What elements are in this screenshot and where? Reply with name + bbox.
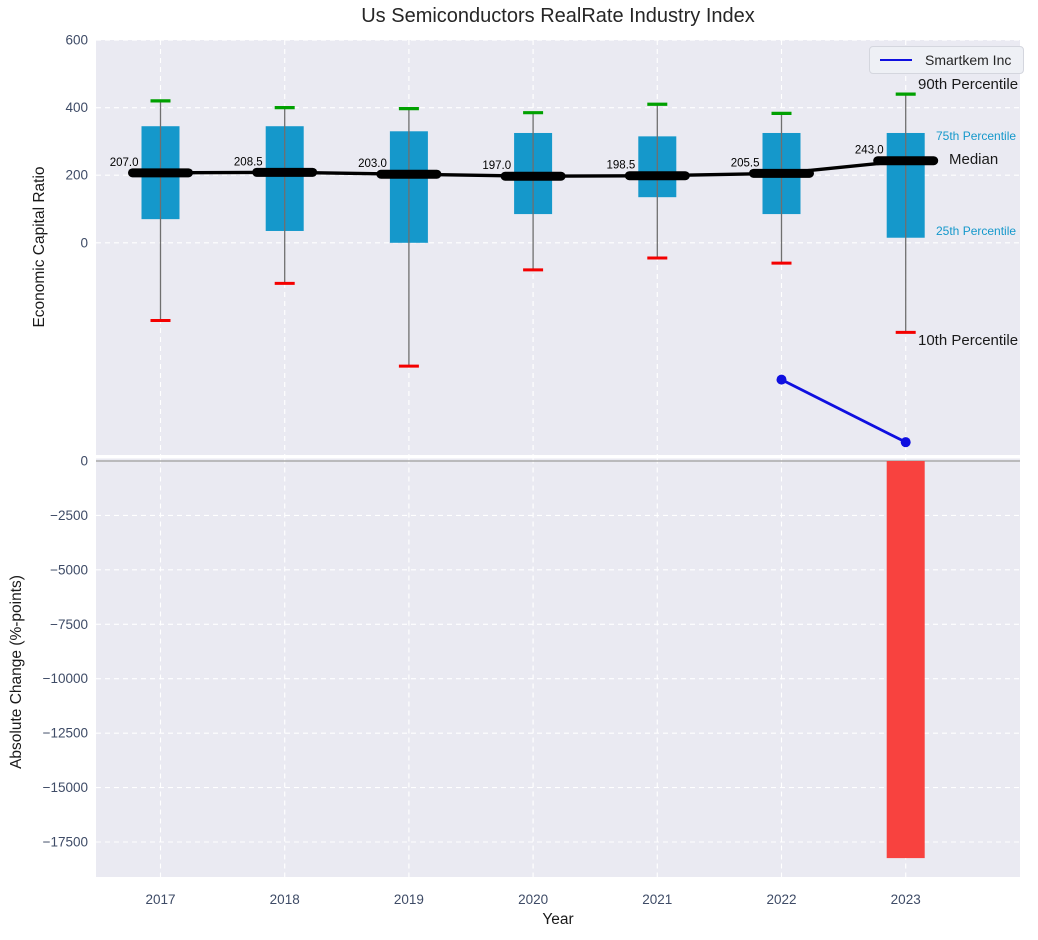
median-value-label: 205.5 bbox=[731, 157, 760, 169]
y-axis-label-top: Economic Capital Ratio bbox=[31, 166, 49, 327]
annotation-25th-percentile: 25th Percentile bbox=[936, 224, 1016, 238]
change-bar bbox=[887, 461, 925, 858]
y-tick-label-bottom: 0 bbox=[80, 454, 88, 469]
y-tick-label-bottom: −17500 bbox=[43, 834, 88, 849]
y-tick-label-top: 200 bbox=[65, 168, 88, 183]
legend-label: Smartkem Inc bbox=[925, 52, 1011, 68]
y-tick-label-top: 600 bbox=[65, 33, 88, 48]
x-tick-label: 2021 bbox=[642, 892, 672, 907]
y-tick-label-bottom: −10000 bbox=[43, 671, 88, 686]
y-tick-label-bottom: −7500 bbox=[50, 617, 88, 632]
y-tick-label-bottom: −2500 bbox=[50, 508, 88, 523]
x-axis-label: Year bbox=[96, 911, 1020, 929]
annotation-75th-percentile: 75th Percentile bbox=[936, 129, 1016, 143]
x-tick-label: 2019 bbox=[394, 892, 424, 907]
y-tick-label-top: 0 bbox=[80, 235, 88, 250]
median-value-label: 243.0 bbox=[855, 145, 884, 157]
annotation-median: Median bbox=[949, 151, 998, 168]
annotation-90th-percentile: 90th Percentile bbox=[918, 76, 1018, 93]
x-tick-label: 2022 bbox=[766, 892, 796, 907]
x-tick-label: 2018 bbox=[270, 892, 300, 907]
x-tick-label: 2020 bbox=[518, 892, 548, 907]
legend: Smartkem Inc bbox=[869, 46, 1024, 74]
median-value-label: 203.0 bbox=[358, 158, 387, 170]
annotation-10th-percentile: 10th Percentile bbox=[918, 332, 1018, 349]
median-value-label: 208.5 bbox=[234, 156, 263, 168]
smartkem-marker bbox=[777, 375, 787, 385]
median-value-label: 207.0 bbox=[110, 157, 139, 169]
x-tick-label: 2017 bbox=[145, 892, 175, 907]
y-tick-label-bottom: −15000 bbox=[43, 780, 88, 795]
x-tick-label: 2023 bbox=[891, 892, 921, 907]
y-tick-label-bottom: −12500 bbox=[43, 726, 88, 741]
median-value-label: 198.5 bbox=[607, 160, 636, 172]
chart-title: Us Semiconductors RealRate Industry Inde… bbox=[96, 5, 1020, 28]
y-tick-label-top: 400 bbox=[65, 100, 88, 115]
y-tick-label-bottom: −5000 bbox=[50, 562, 88, 577]
bottom-plot-background bbox=[96, 459, 1020, 878]
smartkem-marker bbox=[901, 437, 911, 447]
chart-canvas: 207.0 208.5 203.0 197.0 198.5 205.5 243.0 600 40… bbox=[0, 0, 1038, 940]
median-value-label: 197.0 bbox=[482, 160, 511, 172]
y-axis-label-bottom: Absolute Change (%-points) bbox=[8, 575, 26, 769]
top-plot-background bbox=[96, 40, 1020, 455]
figure: 207.0 208.5 203.0 197.0 198.5 205.5 243.0 600 40… bbox=[0, 0, 1038, 940]
legend-line-sample bbox=[880, 59, 912, 61]
